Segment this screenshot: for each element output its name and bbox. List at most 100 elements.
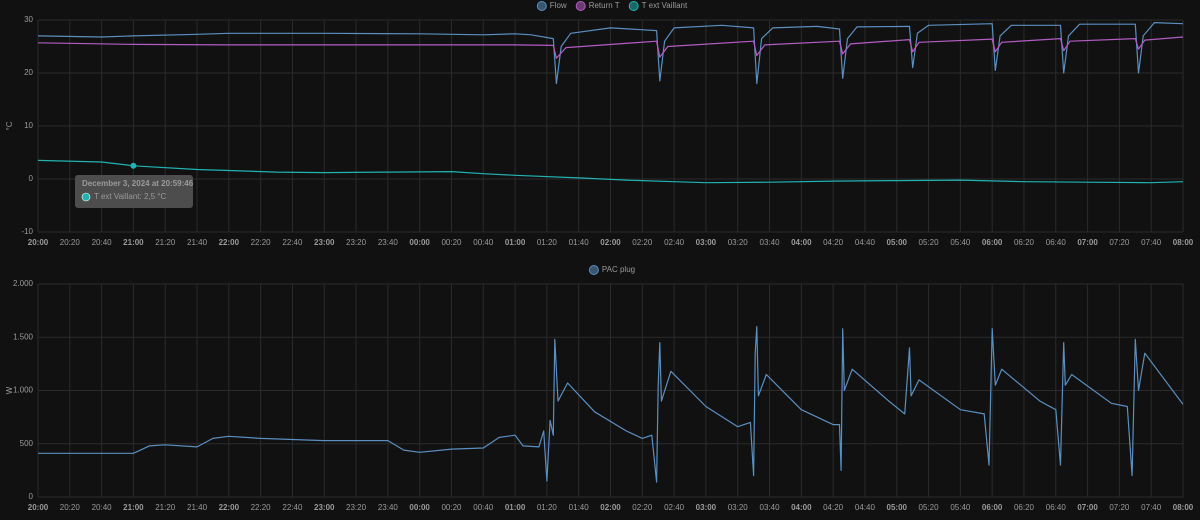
x-tick-label: 05:20 [919, 503, 940, 512]
y-tick-label: 0 [29, 174, 34, 183]
x-tick-label: 02:00 [600, 503, 621, 512]
series-line [38, 326, 1184, 483]
x-tick-label: 00:00 [409, 238, 430, 247]
x-tick-label: 22:40 [282, 238, 303, 247]
legend-label: PAC plug [602, 265, 635, 274]
x-tick-label: 20:40 [92, 238, 113, 247]
x-tick-label: 02:20 [632, 503, 653, 512]
x-tick-label: 03:20 [728, 238, 749, 247]
x-tick-label: 00:20 [441, 503, 462, 512]
y-tick-label: 30 [24, 15, 33, 24]
y-tick-label: 20 [24, 68, 33, 77]
x-tick-label: 01:40 [569, 503, 590, 512]
legend-label: Return T [589, 1, 620, 10]
legend-item[interactable]: PAC plug [588, 265, 635, 275]
x-tick-label: 02:40 [664, 503, 685, 512]
x-tick-label: 22:20 [251, 238, 272, 247]
x-tick-label: 04:20 [823, 238, 844, 247]
x-tick-label: 20:00 [28, 238, 49, 247]
y-axis-label: °C [5, 121, 14, 130]
legend-swatch [536, 1, 547, 11]
y-tick-label: 0 [29, 492, 34, 501]
x-tick-label: 04:20 [823, 503, 844, 512]
series-line [37, 159, 1184, 184]
x-tick-label: 06:20 [1014, 238, 1035, 247]
x-tick-label: 04:40 [855, 238, 876, 247]
y-tick-label: 1.500 [13, 332, 34, 341]
legend-item[interactable]: Return T [575, 1, 620, 11]
x-tick-label: 05:40 [950, 503, 971, 512]
legend-label: T ext Vaillant [642, 1, 688, 10]
x-tick-label: 22:20 [251, 503, 272, 512]
y-tick-label: 500 [20, 439, 34, 448]
x-tick-label: 00:20 [441, 238, 462, 247]
x-tick-label: 22:00 [219, 503, 240, 512]
x-tick-label: 08:00 [1173, 503, 1194, 512]
x-tick-label: 23:20 [346, 238, 367, 247]
y-tick-label: 10 [24, 121, 33, 130]
x-tick-label: 05:00 [887, 238, 908, 247]
x-tick-label: 06:00 [982, 238, 1003, 247]
x-tick-label: 04:00 [791, 238, 812, 247]
x-tick-label: 05:40 [950, 238, 971, 247]
x-tick-label: 22:40 [282, 503, 303, 512]
x-tick-label: 23:00 [314, 238, 335, 247]
x-tick-label: 21:00 [123, 503, 144, 512]
x-tick-label: 23:20 [346, 503, 367, 512]
x-tick-label: 21:40 [187, 238, 208, 247]
x-tick-label: 03:00 [696, 238, 717, 247]
tooltip-box [75, 175, 193, 208]
x-tick-label: 21:00 [123, 238, 144, 247]
x-tick-label: 22:00 [219, 238, 240, 247]
x-tick-label: 01:20 [537, 238, 558, 247]
tooltip-text: T ext Vaillant: 2,5 °C [94, 192, 166, 201]
x-tick-label: 04:00 [791, 503, 812, 512]
x-tick-label: 00:40 [473, 503, 494, 512]
x-tick-label: 06:40 [1046, 238, 1067, 247]
x-tick-label: 00:00 [409, 503, 430, 512]
series-line [37, 36, 1184, 59]
x-tick-label: 20:20 [60, 503, 81, 512]
x-tick-label: 05:00 [887, 503, 908, 512]
tooltip-swatch [81, 192, 91, 202]
x-tick-label: 01:00 [505, 238, 526, 247]
y-tick-label: 2.000 [13, 279, 34, 288]
x-tick-label: 07:00 [1077, 238, 1098, 247]
x-tick-label: 02:20 [632, 238, 653, 247]
x-tick-label: 01:00 [505, 503, 526, 512]
x-tick-label: 20:00 [28, 503, 49, 512]
legend-swatch [588, 265, 599, 275]
x-tick-label: 23:00 [314, 503, 335, 512]
x-tick-label: 07:20 [1109, 238, 1130, 247]
y-tick-label: 1.000 [13, 386, 34, 395]
x-tick-label: 06:20 [1014, 503, 1035, 512]
x-tick-label: 07:00 [1077, 503, 1098, 512]
x-tick-label: 03:00 [696, 503, 717, 512]
x-tick-label: 07:20 [1109, 503, 1130, 512]
legend-label: Flow [550, 1, 567, 10]
tooltip-title: December 3, 2024 at 20:59:46 [82, 179, 194, 188]
x-tick-label: 21:20 [155, 238, 176, 247]
x-tick-label: 03:40 [760, 503, 781, 512]
x-tick-label: 03:20 [728, 503, 749, 512]
series-line [37, 22, 1184, 85]
x-tick-label: 00:40 [473, 238, 494, 247]
x-tick-label: 08:00 [1173, 238, 1194, 247]
x-tick-label: 20:40 [92, 503, 113, 512]
legend-item[interactable]: Flow [536, 1, 567, 11]
x-tick-label: 02:40 [664, 238, 685, 247]
x-tick-label: 07:40 [1141, 238, 1162, 247]
x-tick-label: 01:40 [569, 238, 590, 247]
y-tick-label: -10 [21, 227, 33, 236]
x-tick-label: 23:40 [378, 503, 399, 512]
legend-swatch [628, 1, 639, 11]
x-tick-label: 04:40 [855, 503, 876, 512]
y-axis-label: W [5, 386, 14, 394]
legend-swatch [575, 1, 586, 11]
hover-point [130, 162, 137, 169]
x-tick-label: 21:40 [187, 503, 208, 512]
x-tick-label: 05:20 [919, 238, 940, 247]
legend-item[interactable]: T ext Vaillant [628, 1, 688, 11]
